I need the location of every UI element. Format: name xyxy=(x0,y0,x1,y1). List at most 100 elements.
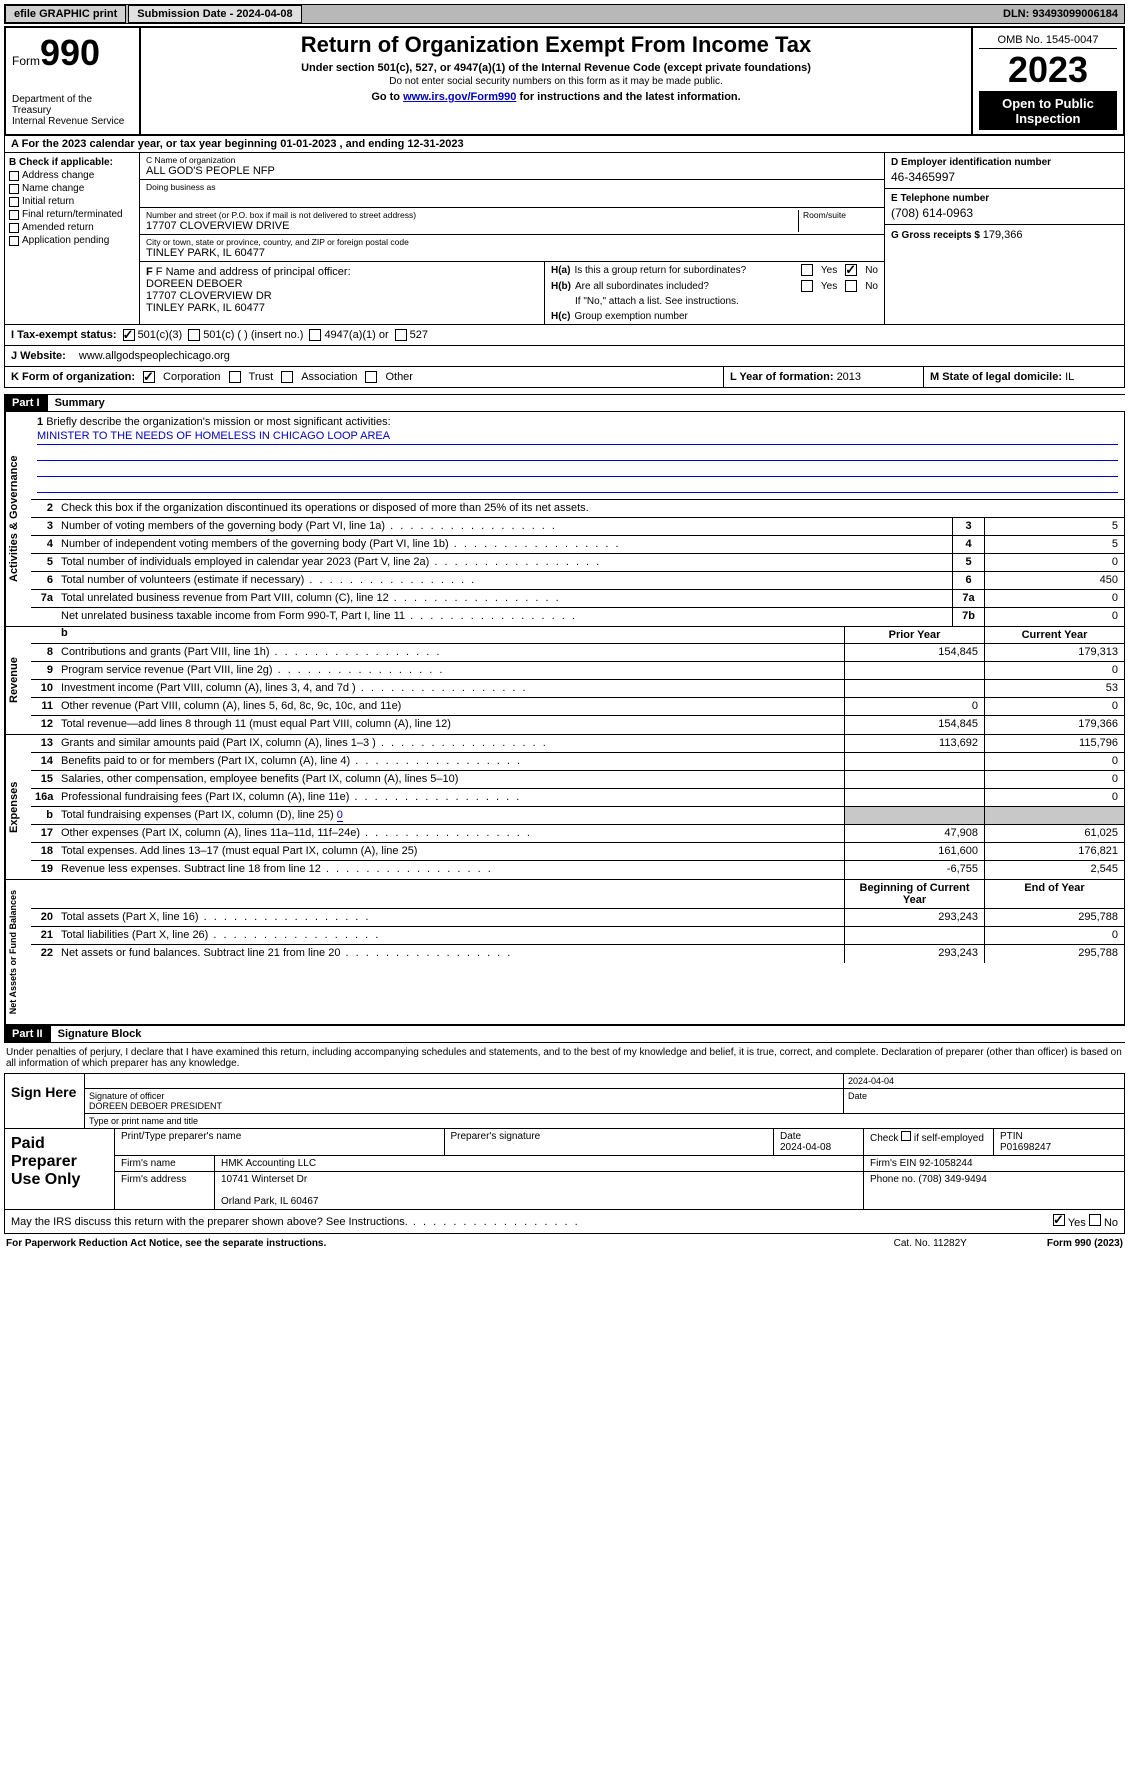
form-number: 990 xyxy=(40,32,100,73)
dba-label: Doing business as xyxy=(146,182,878,192)
l16a-curr: 0 xyxy=(984,789,1124,806)
m-state-value: IL xyxy=(1065,371,1074,383)
hb-yes[interactable] xyxy=(801,280,813,292)
firm-name-val: HMK Accounting LLC xyxy=(215,1156,864,1171)
hdr-boy: Beginning of Current Year xyxy=(844,880,984,908)
goto-suffix: for instructions and the latest informat… xyxy=(516,91,740,103)
l7a-val: 0 xyxy=(984,590,1124,607)
hb-no[interactable] xyxy=(845,280,857,292)
under-section: Under section 501(c), 527, or 4947(a)(1)… xyxy=(147,62,965,74)
chk-527[interactable] xyxy=(395,329,407,341)
dept-treasury: Department of the Treasury xyxy=(12,94,133,116)
f-label: F F Name and address of principal office… xyxy=(146,266,538,278)
hdr-eoy: End of Year xyxy=(984,880,1124,908)
goto-prefix: Go to xyxy=(371,91,403,103)
chk-4947[interactable] xyxy=(309,329,321,341)
lbl-trust: Trust xyxy=(249,371,274,383)
ha-text: Is this a group return for subordinates? xyxy=(574,265,746,276)
l22-eoy: 295,788 xyxy=(984,945,1124,963)
hb-text: Are all subordinates included? xyxy=(575,281,709,292)
firm-addr1: 10741 Winterset Dr xyxy=(221,1174,307,1185)
chk-501c3[interactable] xyxy=(123,329,135,341)
firm-ein-val: 92-1058244 xyxy=(919,1158,972,1169)
l17-curr: 61,025 xyxy=(984,825,1124,842)
discuss-yes[interactable] xyxy=(1053,1214,1065,1226)
efile-btn[interactable]: efile GRAPHIC print xyxy=(5,5,126,23)
topbar: efile GRAPHIC print Submission Date - 20… xyxy=(4,4,1125,24)
l12-prior: 154,845 xyxy=(844,716,984,734)
l15-curr: 0 xyxy=(984,771,1124,788)
chk-amended[interactable] xyxy=(9,223,19,233)
part2-title: Signature Block xyxy=(58,1028,142,1040)
irs-link[interactable]: www.irs.gov/Form990 xyxy=(403,91,516,103)
f-label-text: F Name and address of principal officer: xyxy=(156,266,351,278)
l19-prior: -6,755 xyxy=(844,861,984,879)
cat-no: Cat. No. 11282Y xyxy=(894,1238,967,1249)
chk-name-change[interactable] xyxy=(9,184,19,194)
lbl-527: 527 xyxy=(410,329,428,341)
submission-date: Submission Date - 2024-04-08 xyxy=(128,5,301,23)
l7a-desc: Total unrelated business revenue from Pa… xyxy=(57,590,952,607)
type-name-lbl: Type or print name and title xyxy=(85,1114,1124,1128)
lbl-final-return: Final return/terminated xyxy=(22,209,123,220)
discuss-text: May the IRS discuss this return with the… xyxy=(11,1216,580,1228)
l22-desc: Net assets or fund balances. Subtract li… xyxy=(57,945,844,963)
form-header: Form990 Department of the Treasury Inter… xyxy=(4,26,1125,136)
city-value: TINLEY PARK, IL 60477 xyxy=(146,247,878,259)
lbl-app-pending: Application pending xyxy=(22,235,109,246)
sig-date-lbl: Date xyxy=(844,1089,1124,1113)
te-label: I Tax-exempt status: xyxy=(11,329,117,341)
lbl-501c: 501(c) ( ) (insert no.) xyxy=(203,329,303,341)
officer-street: 17707 CLOVERVIEW DR xyxy=(146,290,538,302)
dln: DLN: 93493099006184 xyxy=(1003,8,1124,20)
lbl-name-change: Name change xyxy=(22,183,84,194)
ha-yes[interactable] xyxy=(801,264,813,276)
firm-phone-lbl: Phone no. xyxy=(870,1174,916,1185)
form-label: Form xyxy=(12,54,40,68)
chk-other[interactable] xyxy=(365,371,377,383)
hdr-prior: Prior Year xyxy=(844,627,984,643)
l16b-desc: Total fundraising expenses (Part IX, col… xyxy=(57,807,844,824)
lbl-no2: No xyxy=(865,281,878,292)
paid-preparer-block: Paid Preparer Use Only Print/Type prepar… xyxy=(4,1129,1125,1210)
l14-curr: 0 xyxy=(984,753,1124,770)
prep-name-lbl: Print/Type preparer's name xyxy=(115,1129,445,1155)
chk-assoc[interactable] xyxy=(281,371,293,383)
part1-num: Part I xyxy=(4,395,48,411)
chk-address-change[interactable] xyxy=(9,171,19,181)
return-title: Return of Organization Exempt From Incom… xyxy=(147,32,965,58)
chk-corp[interactable] xyxy=(143,371,155,383)
chk-trust[interactable] xyxy=(229,371,241,383)
l3-desc: Number of voting members of the governin… xyxy=(57,518,952,535)
d-ein-label: D Employer identification number xyxy=(891,157,1118,168)
lbl-assoc: Association xyxy=(301,371,357,383)
l15-desc: Salaries, other compensation, employee b… xyxy=(57,771,844,788)
l-year-value: 2013 xyxy=(837,371,861,383)
l22-boy: 293,243 xyxy=(844,945,984,963)
vtab-netassets: Net Assets or Fund Balances xyxy=(5,880,31,1024)
lbl-initial-return: Initial return xyxy=(22,196,74,207)
discuss-no[interactable] xyxy=(1089,1214,1101,1226)
l10-desc: Investment income (Part VIII, column (A)… xyxy=(57,680,844,697)
chk-501c[interactable] xyxy=(188,329,200,341)
ha-no[interactable] xyxy=(845,264,857,276)
tax-year-text: For the 2023 calendar year, or tax year … xyxy=(22,138,464,150)
hc-text: Group exemption number xyxy=(574,311,687,322)
l18-prior: 161,600 xyxy=(844,843,984,860)
l8-curr: 179,313 xyxy=(984,644,1124,661)
l3-val: 5 xyxy=(984,518,1124,535)
l11-curr: 0 xyxy=(984,698,1124,715)
entity-block: B Check if applicable: Address change Na… xyxy=(4,153,1125,325)
chk-self-emp[interactable] xyxy=(901,1131,911,1141)
l11-prior: 0 xyxy=(844,698,984,715)
chk-final-return[interactable] xyxy=(9,210,19,220)
firm-ein-lbl: Firm's EIN xyxy=(870,1158,916,1169)
l21-eoy: 0 xyxy=(984,927,1124,944)
chk-app-pending[interactable] xyxy=(9,236,19,246)
l9-desc: Program service revenue (Part VIII, line… xyxy=(57,662,844,679)
l4-val: 5 xyxy=(984,536,1124,553)
l13-desc: Grants and similar amounts paid (Part IX… xyxy=(57,735,844,752)
chk-initial-return[interactable] xyxy=(9,197,19,207)
l10-curr: 53 xyxy=(984,680,1124,697)
sig-officer-name: DOREEN DEBOER PRESIDENT xyxy=(89,1101,222,1111)
